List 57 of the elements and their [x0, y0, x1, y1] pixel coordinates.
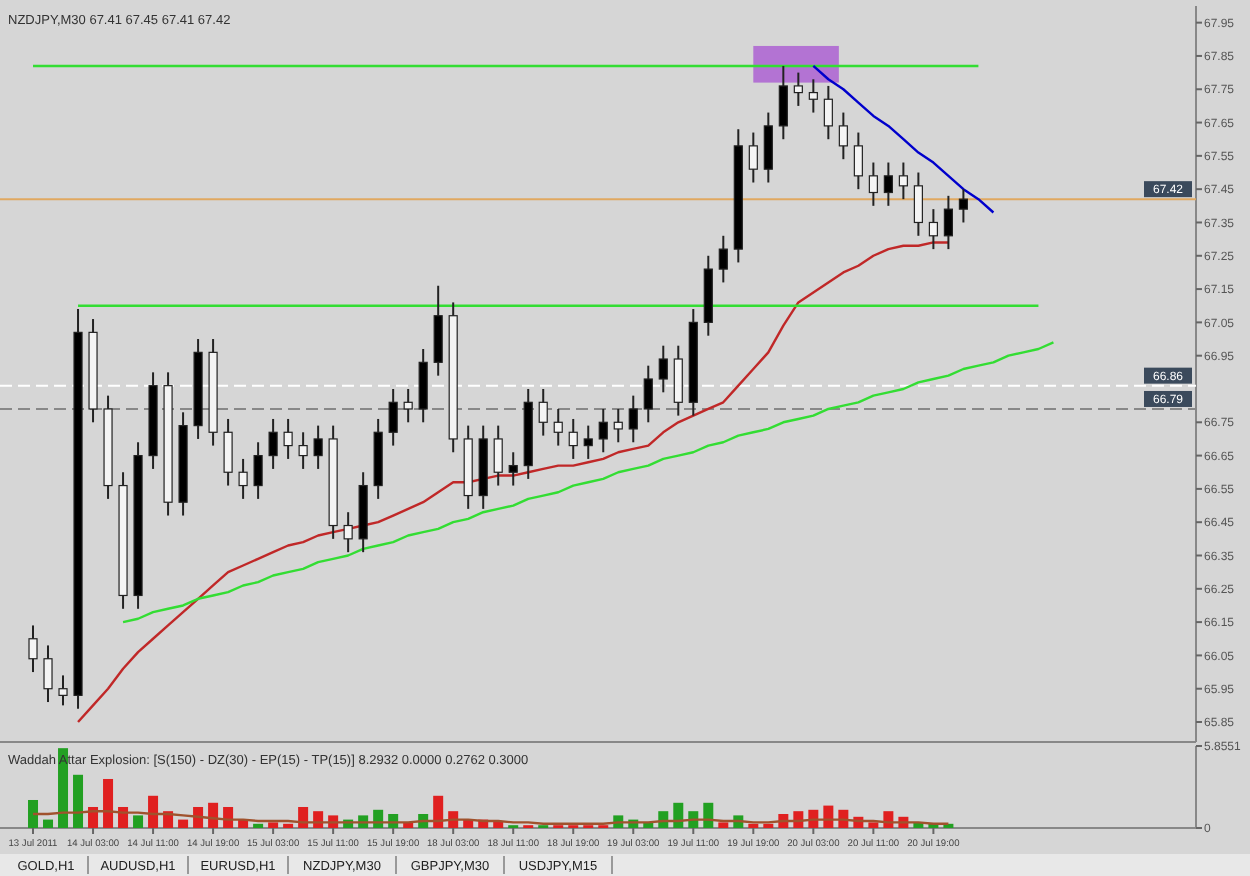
candlestick: [598, 407, 608, 454]
candlestick: [283, 417, 293, 460]
candlestick: [928, 208, 938, 251]
bar: [433, 795, 444, 828]
candlestick: [28, 624, 38, 674]
candlestick: [643, 364, 653, 424]
bar: [673, 802, 684, 828]
candlestick: [718, 234, 728, 284]
candlestick: [778, 64, 788, 141]
candlestick: [808, 78, 818, 114]
candlestick: [793, 71, 803, 107]
candlestick: [613, 407, 623, 444]
candlestick: [823, 84, 833, 141]
candlestick: [433, 284, 443, 377]
candlestick: [883, 161, 893, 207]
bar: [268, 822, 279, 828]
candlestick: [58, 674, 68, 707]
candlestick: [238, 457, 248, 500]
candlestick: [343, 511, 353, 554]
candlestick: [958, 188, 968, 224]
bar: [718, 822, 729, 828]
candlestick: [913, 171, 923, 237]
candlestick: [943, 194, 953, 251]
candlestick: [253, 441, 263, 500]
candlestick: [223, 417, 233, 487]
candlestick: [508, 451, 518, 487]
candlestick: [493, 424, 503, 487]
line-series: [76, 241, 950, 724]
candlestick: [388, 387, 398, 447]
candlestick: [628, 394, 638, 444]
candlestick: [868, 161, 878, 207]
candlestick: [583, 424, 593, 460]
candlestick: [838, 111, 848, 161]
candlestick: [313, 424, 323, 470]
bar: [28, 799, 39, 828]
bar: [73, 774, 84, 828]
candlestick: [418, 348, 428, 424]
bar: [148, 795, 159, 828]
candlestick: [763, 111, 773, 184]
line-series: [812, 64, 995, 214]
bar: [208, 802, 219, 828]
bar: [178, 819, 189, 828]
bar: [133, 815, 144, 828]
candlestick: [43, 644, 53, 704]
candlestick: [898, 161, 908, 201]
line-series: [121, 341, 1055, 624]
candlestick: [268, 417, 278, 470]
candlestick: [658, 344, 668, 394]
candlestick: [853, 131, 863, 191]
bar: [43, 819, 54, 828]
bar: [868, 822, 879, 828]
candlestick: [298, 431, 308, 470]
candlestick: [568, 417, 578, 460]
candlestick: [748, 131, 758, 184]
candlestick: [553, 407, 563, 447]
bar: [103, 778, 114, 828]
line-series: [31, 809, 950, 825]
